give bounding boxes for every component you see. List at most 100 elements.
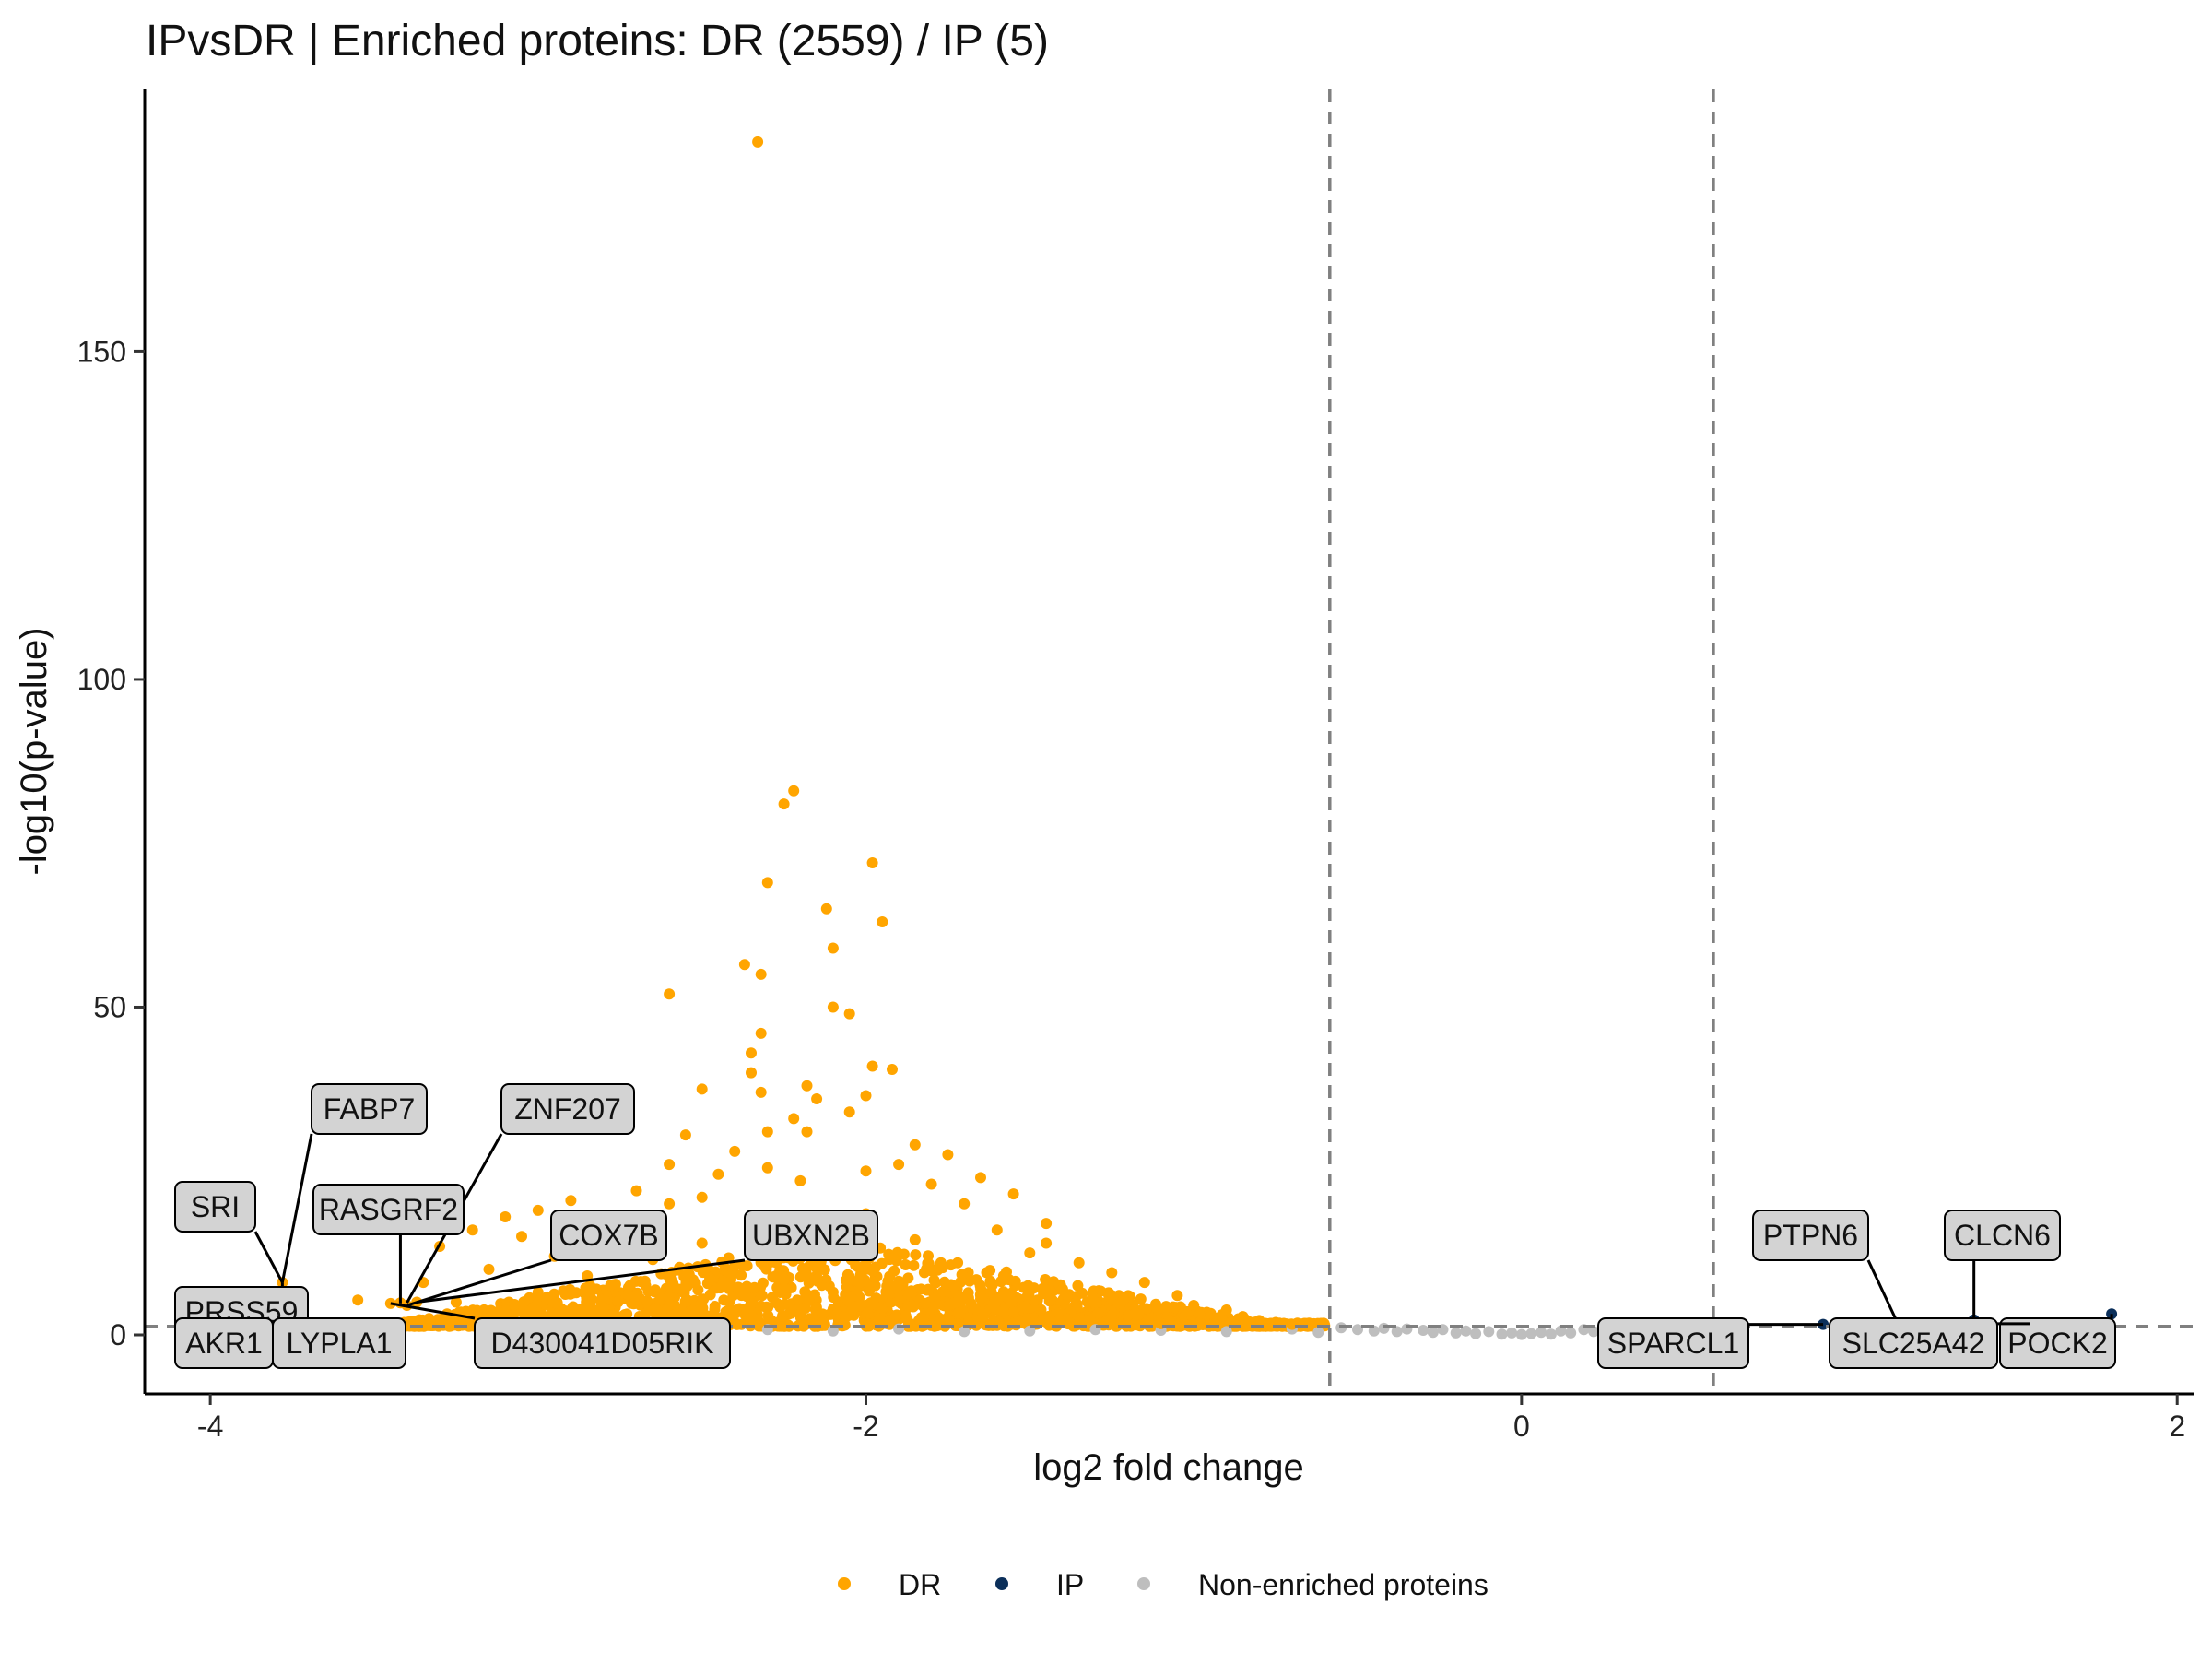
dr-point [746, 1047, 757, 1059]
dr-point [785, 1307, 797, 1319]
dr-point [915, 1312, 927, 1324]
dr-point [920, 1297, 932, 1309]
label-box [500, 1083, 635, 1135]
label-connector [253, 1231, 284, 1283]
dr-point [864, 1285, 875, 1297]
dr-point [893, 1280, 905, 1292]
dr-point [866, 1060, 878, 1072]
dr-point [598, 1302, 609, 1314]
non-enriched-proteins-point [1515, 1328, 1527, 1340]
non-enriched-proteins-point [1378, 1322, 1390, 1334]
dr-point [952, 1307, 964, 1319]
dr-point [1135, 1293, 1147, 1305]
dr-point [755, 1300, 767, 1312]
dr-point [1045, 1316, 1057, 1328]
dr-point [1169, 1302, 1181, 1314]
dr-point [788, 785, 800, 797]
dr-point [1205, 1307, 1217, 1319]
dr-point [448, 1316, 459, 1328]
dr-point [883, 1316, 895, 1328]
dr-point [860, 1090, 872, 1102]
gene-label-text: LYPLA1 [286, 1327, 392, 1360]
dr-point [624, 1280, 636, 1292]
gene-label-text: CLCN6 [1954, 1219, 2051, 1252]
dr-point [735, 1269, 747, 1281]
dr-point [612, 1295, 624, 1307]
non-enriched-proteins-point [1418, 1325, 1430, 1336]
dr-point [900, 1310, 912, 1322]
dr-point [681, 1308, 693, 1320]
dr-point [605, 1280, 617, 1292]
dr-point [664, 1299, 676, 1311]
dr-point [1118, 1293, 1130, 1305]
y-tick-label: 0 [110, 1318, 126, 1351]
dr-point [975, 1172, 986, 1184]
dr-point [1089, 1296, 1101, 1308]
dr-point [1138, 1277, 1150, 1289]
non-enriched-proteins-point [1312, 1327, 1324, 1339]
dr-point [703, 1275, 715, 1287]
dr-point [532, 1286, 544, 1298]
dr-point [1084, 1314, 1096, 1326]
non-enriched-proteins-point [1368, 1325, 1380, 1337]
non-enriched-proteins-point [1450, 1327, 1462, 1339]
dr-point [565, 1195, 577, 1207]
dr-point [801, 1080, 813, 1092]
non-enriched-proteins-point [1427, 1327, 1439, 1339]
dr-point [1141, 1303, 1153, 1315]
label-box [174, 1181, 256, 1233]
dr-point [991, 1224, 1003, 1236]
legend-item-dr: DR [838, 1568, 941, 1601]
legend-label: Non-enriched proteins [1198, 1568, 1488, 1601]
non-enriched-proteins-point [1470, 1328, 1482, 1339]
dr-point [1056, 1283, 1068, 1295]
dr-point [696, 1237, 708, 1249]
dr-point [723, 1282, 735, 1294]
dr-point [866, 857, 878, 868]
dr-point [965, 1297, 977, 1309]
dr-point [630, 1290, 642, 1302]
dr-point [909, 1233, 921, 1245]
dr-point [761, 1126, 773, 1138]
dr-point [1024, 1247, 1036, 1259]
gene-labels: FABP7 ZNF207 SRI RASGRF2 COX7B UBXN2B PTPN6 CLC… [174, 1083, 2116, 1369]
dr-point [843, 1008, 855, 1020]
dr-point [801, 1126, 813, 1138]
axes [143, 89, 2194, 1396]
dr-point [1237, 1311, 1249, 1323]
dr-point [664, 988, 676, 1000]
dr-point [842, 1295, 854, 1307]
dr-point [712, 1168, 724, 1180]
non-enriched-proteins-point [1460, 1325, 1472, 1337]
label-box [1829, 1317, 1998, 1369]
dr-point [778, 798, 790, 810]
dr-point [1035, 1304, 1047, 1316]
dr-point [882, 1275, 894, 1287]
dr-point [930, 1277, 942, 1289]
dr-point [1021, 1291, 1033, 1303]
dr-point [780, 1283, 792, 1295]
gene-label-text: RASGRF2 [319, 1193, 458, 1226]
label-box [312, 1184, 465, 1235]
dr-point [567, 1287, 579, 1299]
dr-point [885, 1288, 896, 1300]
dr-point [747, 1312, 759, 1324]
dr-point [642, 1285, 654, 1297]
dr-point [466, 1224, 478, 1236]
dr-point [799, 1286, 811, 1298]
dr-point [827, 1286, 839, 1298]
gene-label-znf207: ZNF207 [406, 1083, 635, 1304]
gene-label-text: UBXN2B [752, 1219, 870, 1252]
dr-point [777, 1310, 788, 1322]
dr-point [664, 1159, 676, 1171]
label-box [474, 1317, 731, 1369]
y-tick-label: 50 [93, 990, 126, 1023]
dr-point [984, 1265, 996, 1277]
dr-point [566, 1303, 578, 1315]
dr-point [709, 1301, 721, 1312]
x-tick-label: -4 [197, 1410, 223, 1443]
non-enriched-proteins-point [1391, 1326, 1403, 1338]
gene-label-akr1: AKR1 [174, 1317, 274, 1369]
dr-point [943, 1300, 955, 1311]
